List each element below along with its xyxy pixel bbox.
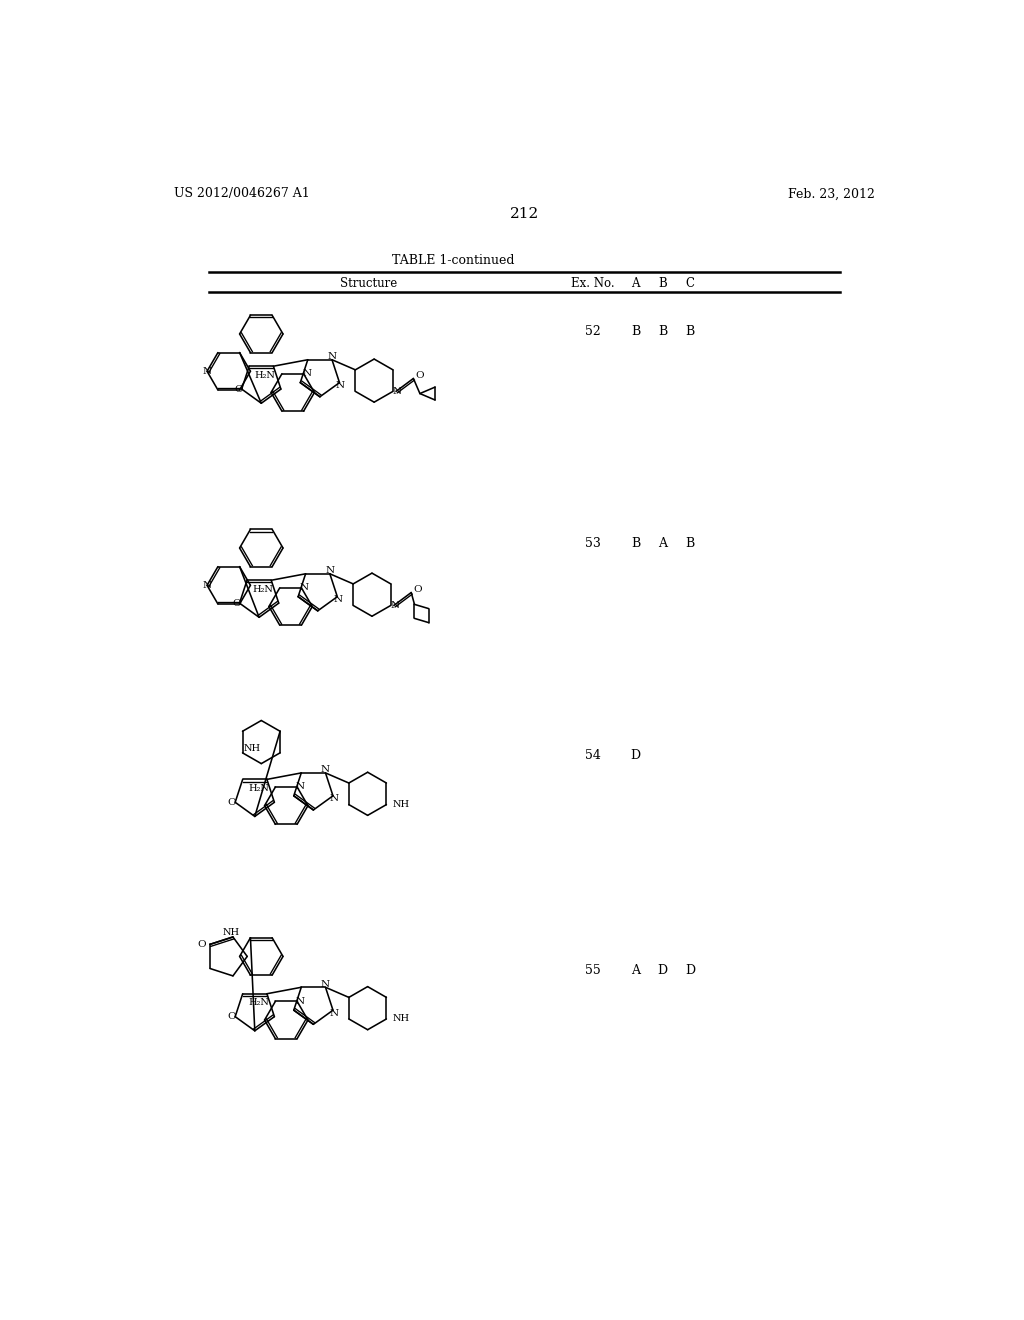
Text: A: A xyxy=(658,537,668,550)
Text: N: N xyxy=(296,997,305,1006)
Text: H₂N: H₂N xyxy=(249,998,269,1007)
Text: A: A xyxy=(632,277,640,290)
Text: N: N xyxy=(334,595,343,605)
Text: TABLE 1-continued: TABLE 1-continued xyxy=(392,253,515,267)
Text: NH: NH xyxy=(223,928,240,937)
Text: B: B xyxy=(631,325,640,338)
Text: O: O xyxy=(413,585,422,594)
Text: US 2012/0046267 A1: US 2012/0046267 A1 xyxy=(174,187,310,201)
Text: N: N xyxy=(329,1008,338,1018)
Text: Ex. No.: Ex. No. xyxy=(571,277,614,290)
Text: C: C xyxy=(685,277,694,290)
Text: N: N xyxy=(296,783,305,792)
Text: N: N xyxy=(336,381,345,391)
Text: N: N xyxy=(321,766,330,775)
Text: B: B xyxy=(685,325,694,338)
Text: 55: 55 xyxy=(585,964,601,977)
Text: D: D xyxy=(631,748,641,762)
Text: N: N xyxy=(203,581,212,590)
Text: O: O xyxy=(227,1012,237,1022)
Text: H₂N: H₂N xyxy=(255,371,275,380)
Text: NH: NH xyxy=(244,744,261,754)
Text: NH: NH xyxy=(392,800,410,809)
Text: 52: 52 xyxy=(585,325,601,338)
Text: D: D xyxy=(657,964,668,977)
Text: 212: 212 xyxy=(510,207,540,220)
Text: N: N xyxy=(328,352,337,362)
Text: N: N xyxy=(203,367,212,376)
Text: Feb. 23, 2012: Feb. 23, 2012 xyxy=(788,187,876,201)
Text: B: B xyxy=(631,537,640,550)
Text: 53: 53 xyxy=(585,537,601,550)
Text: H₂N: H₂N xyxy=(253,585,273,594)
Text: O: O xyxy=(234,384,243,393)
Text: 54: 54 xyxy=(585,748,601,762)
Text: N: N xyxy=(302,370,311,379)
Text: A: A xyxy=(631,964,640,977)
Text: D: D xyxy=(685,964,695,977)
Text: N: N xyxy=(326,566,335,576)
Text: N: N xyxy=(390,601,399,610)
Text: N: N xyxy=(300,583,309,593)
Text: B: B xyxy=(658,277,667,290)
Text: Structure: Structure xyxy=(340,277,397,290)
Text: H₂N: H₂N xyxy=(249,784,269,793)
Text: N: N xyxy=(392,387,401,396)
Text: O: O xyxy=(232,599,241,607)
Text: O: O xyxy=(227,797,237,807)
Text: B: B xyxy=(685,537,694,550)
Text: B: B xyxy=(658,325,668,338)
Text: N: N xyxy=(321,979,330,989)
Text: O: O xyxy=(198,940,207,949)
Text: NH: NH xyxy=(392,1015,410,1023)
Text: N: N xyxy=(329,795,338,804)
Text: O: O xyxy=(416,371,424,380)
